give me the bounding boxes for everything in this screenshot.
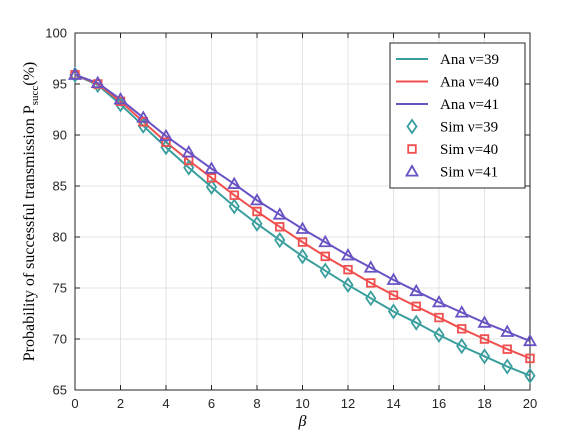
data-point-square [502,344,512,354]
legend-label: Ana ν=39 [440,52,499,68]
y-tick-label: 100 [45,26,67,41]
y-tick-label: 85 [53,179,67,194]
data-point-square [252,206,262,217]
series-line-1 [74,73,531,360]
data-point-square [229,190,239,200]
data-point-square [479,334,490,344]
data-point-square [366,278,376,288]
data-point-triangle [522,333,538,347]
data-point-triangle [90,75,105,89]
y-axis-label-subscript: succ [29,86,41,106]
data-point-triangle [386,272,401,285]
series-line-0 [74,73,531,377]
x-tick-label: 4 [162,396,169,411]
legend-label: Sim ν=41 [440,165,498,181]
legend-box [389,42,526,189]
data-point-diamond [433,326,445,344]
y-axis-label-main: Probability of successful transmission P [21,105,38,361]
y-axis-ticks: 65 70 75 80 85 90 95 100 [45,26,530,398]
data-point-triangle [227,176,242,189]
data-point-square [457,324,467,334]
y-tick-label: 80 [53,230,67,245]
data-point-triangle [363,260,378,273]
data-point-triangle [67,67,83,80]
legend-marker-swatch [407,144,417,154]
data-point-triangle [431,294,447,308]
y-tick-label: 75 [53,281,67,296]
data-point-triangle [477,315,492,328]
data-point-diamond [319,262,331,279]
data-point-square [388,290,399,300]
x-tick-label: 6 [208,396,215,411]
x-tick-label: 14 [386,396,400,411]
series-markers [67,66,538,384]
data-point-diamond [205,178,218,196]
data-point-triangle [454,305,469,318]
data-point-square [138,117,148,127]
x-tick-label: 2 [117,396,124,411]
x-tick-label: 10 [295,396,309,411]
data-point-triangle [249,192,265,206]
series-lines [74,73,531,377]
data-point-diamond [365,290,377,307]
data-point-triangle [113,91,128,105]
legend-label: Sim ν=39 [440,120,498,136]
data-point-square [206,173,217,183]
x-axis-ticks: 0 2 4 6 8 10 12 14 16 18 20 [71,33,537,411]
data-point-diamond [410,314,422,331]
data-point-diamond [274,231,286,249]
data-point-triangle [136,110,151,123]
x-tick-label: 16 [432,396,446,411]
x-tick-label: 8 [253,396,260,411]
data-point-triangle [295,221,310,234]
data-point-triangle [204,161,219,174]
data-point-triangle [500,324,515,337]
data-point-triangle [340,248,356,261]
legend-marker-swatch [406,118,418,135]
y-tick-label: 90 [53,128,67,143]
data-point-diamond [251,215,263,232]
x-tick-label: 20 [523,396,537,411]
data-point-diamond [387,303,400,320]
y-tick-label: 95 [53,77,67,92]
data-point-diamond [478,348,491,365]
data-point-square [275,222,285,232]
data-point-triangle [158,128,174,142]
legend-marker-swatch [404,164,420,177]
y-tick-label: 70 [53,332,67,347]
data-point-square [297,237,308,247]
legend-label: Ana ν=40 [440,75,499,91]
data-point-diamond [501,358,513,375]
data-point-square [320,251,330,262]
data-point-square [525,353,535,364]
series-line-2 [74,73,531,342]
legend: Ana ν=39 Ana ν=40 Ana ν=41 Sim ν=39 Sim ν=40… [389,42,526,189]
y-axis-label: Probability of successful transmission P… [21,62,41,362]
data-point-square [411,301,421,312]
data-point-diamond [342,276,354,294]
data-point-square [434,312,444,323]
x-tick-label: 12 [341,396,355,411]
data-point-diamond [228,198,240,215]
x-tick-label: 18 [477,396,491,411]
data-point-square [343,264,353,275]
data-point-triangle [409,283,424,297]
legend-label: Ana ν=41 [440,97,499,113]
y-axis-label-unit: (%) [21,62,38,86]
data-point-triangle [181,145,196,158]
data-point-diamond [296,248,309,265]
y-tick-label: 65 [53,383,67,398]
data-point-diamond [183,159,195,176]
x-tick-label: 0 [71,396,78,411]
data-point-triangle [318,234,333,248]
data-point-diamond [524,367,536,384]
data-point-square [161,137,171,147]
data-point-triangle [272,207,287,220]
data-point-diamond [456,338,468,355]
x-axis-label: β [298,413,307,430]
legend-label: Sim ν=40 [440,142,498,158]
